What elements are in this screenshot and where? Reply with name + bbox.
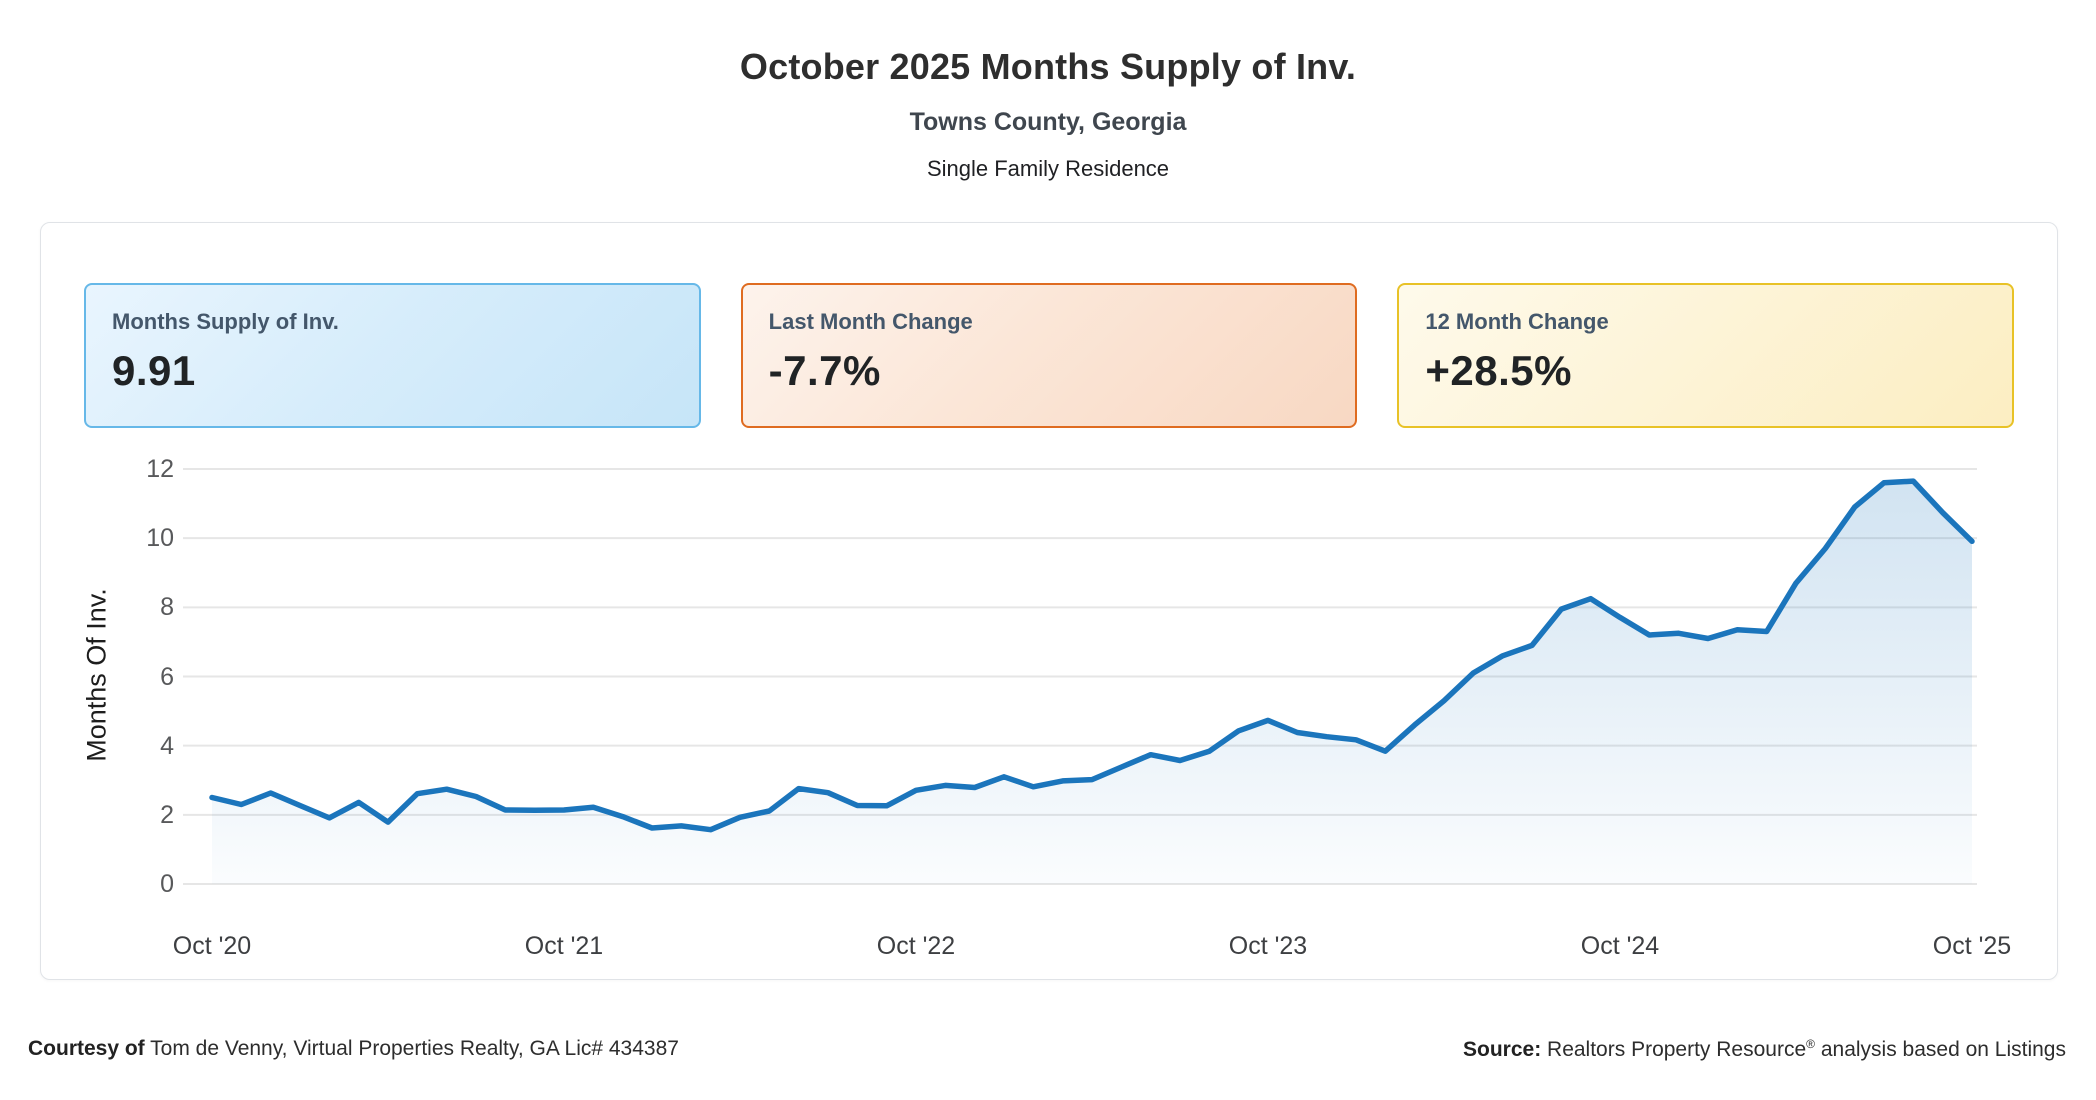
x-tick-label: Oct '25 bbox=[1932, 932, 2012, 960]
y-tick-label: 6 bbox=[160, 662, 174, 691]
y-tick-label: 0 bbox=[160, 870, 174, 898]
x-tick-label: Oct '23 bbox=[1228, 932, 1308, 960]
stat-card-value: 9.91 bbox=[112, 347, 196, 394]
source-note: Source: Realtors Property Resource® anal… bbox=[1463, 1037, 2066, 1062]
page-subtitle-property-type: Single Family Residence bbox=[926, 156, 1170, 181]
page-title: October 2025 Months Supply of Inv. bbox=[739, 46, 1357, 87]
stat-card-label: Last Month Change bbox=[768, 309, 973, 334]
x-tick-label: Oct '21 bbox=[524, 932, 604, 960]
stat-card-last-month-change: Last Month Change -7.7% bbox=[740, 283, 1358, 428]
stat-card-label: Months Supply of Inv. bbox=[112, 309, 339, 334]
stat-card-label: 12 Month Change bbox=[1425, 309, 1609, 334]
source-text-post: analysis based on Listings bbox=[1815, 1037, 2066, 1061]
x-tick-label: Oct '24 bbox=[1580, 932, 1660, 960]
source-label: Source: bbox=[1463, 1037, 1542, 1061]
y-tick-label: 10 bbox=[146, 524, 174, 553]
courtesy-text: Tom de Venny, Virtual Properties Realty,… bbox=[144, 1037, 679, 1060]
y-tick-label: 2 bbox=[160, 800, 174, 829]
x-tick-label: Oct '20 bbox=[172, 932, 252, 960]
courtesy-label: Courtesy of bbox=[28, 1037, 145, 1060]
inventory-area-chart bbox=[183, 468, 1977, 885]
y-tick-label: 12 bbox=[146, 455, 174, 483]
area-fill bbox=[212, 481, 1972, 884]
stat-card-12-month-change: 12 Month Change +28.5% bbox=[1397, 283, 2015, 428]
stat-card-months-supply: Months Supply of Inv. 9.91 bbox=[84, 283, 701, 428]
x-tick-label: Oct '22 bbox=[876, 932, 956, 960]
data-line bbox=[209, 478, 1975, 833]
source-text: Realtors Property Resource bbox=[1541, 1037, 1807, 1061]
y-tick-label: 4 bbox=[160, 731, 174, 760]
stat-card-value: +28.5% bbox=[1425, 347, 1572, 394]
stat-card-value: -7.7% bbox=[768, 347, 881, 394]
y-tick-label: 8 bbox=[160, 593, 174, 622]
stat-cards: Months Supply of Inv. 9.91 Last Month Ch… bbox=[84, 283, 2015, 428]
page-subtitle-location: Towns County, Georgia bbox=[909, 108, 1187, 136]
courtesy-note: Courtesy of Tom de Venny, Virtual Proper… bbox=[28, 1037, 679, 1061]
footer: Courtesy of Tom de Venny, Virtual Proper… bbox=[28, 1032, 2066, 1066]
registered-mark: ® bbox=[1806, 1036, 1815, 1051]
